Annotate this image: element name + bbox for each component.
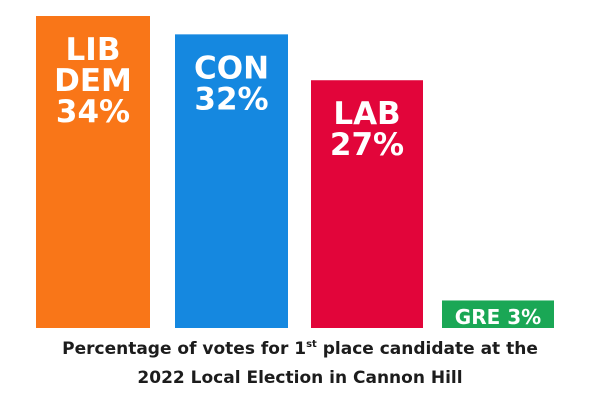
title-line-2: 2022 Local Election in Cannon Hill <box>137 368 463 388</box>
category-label-lib-dem: DEM <box>54 63 132 99</box>
category-label-con: CON <box>194 50 269 86</box>
bar-lib-dem <box>36 16 150 328</box>
bar-con <box>175 34 288 329</box>
bar-lab <box>311 80 423 328</box>
bar-gre <box>442 300 554 328</box>
value-label-gre: GRE 3% <box>455 305 541 329</box>
value-label-con: 32% <box>194 81 268 117</box>
value-label-lib-dem: 34% <box>56 94 130 130</box>
chart-title: Percentage of votes for 1st place candid… <box>0 335 600 393</box>
value-label-lab: 27% <box>330 127 404 163</box>
category-label-lib-dem: LIB <box>66 32 121 68</box>
title-line-1: Percentage of votes for 1st place candid… <box>62 339 538 359</box>
category-label-lab: LAB <box>333 96 400 132</box>
